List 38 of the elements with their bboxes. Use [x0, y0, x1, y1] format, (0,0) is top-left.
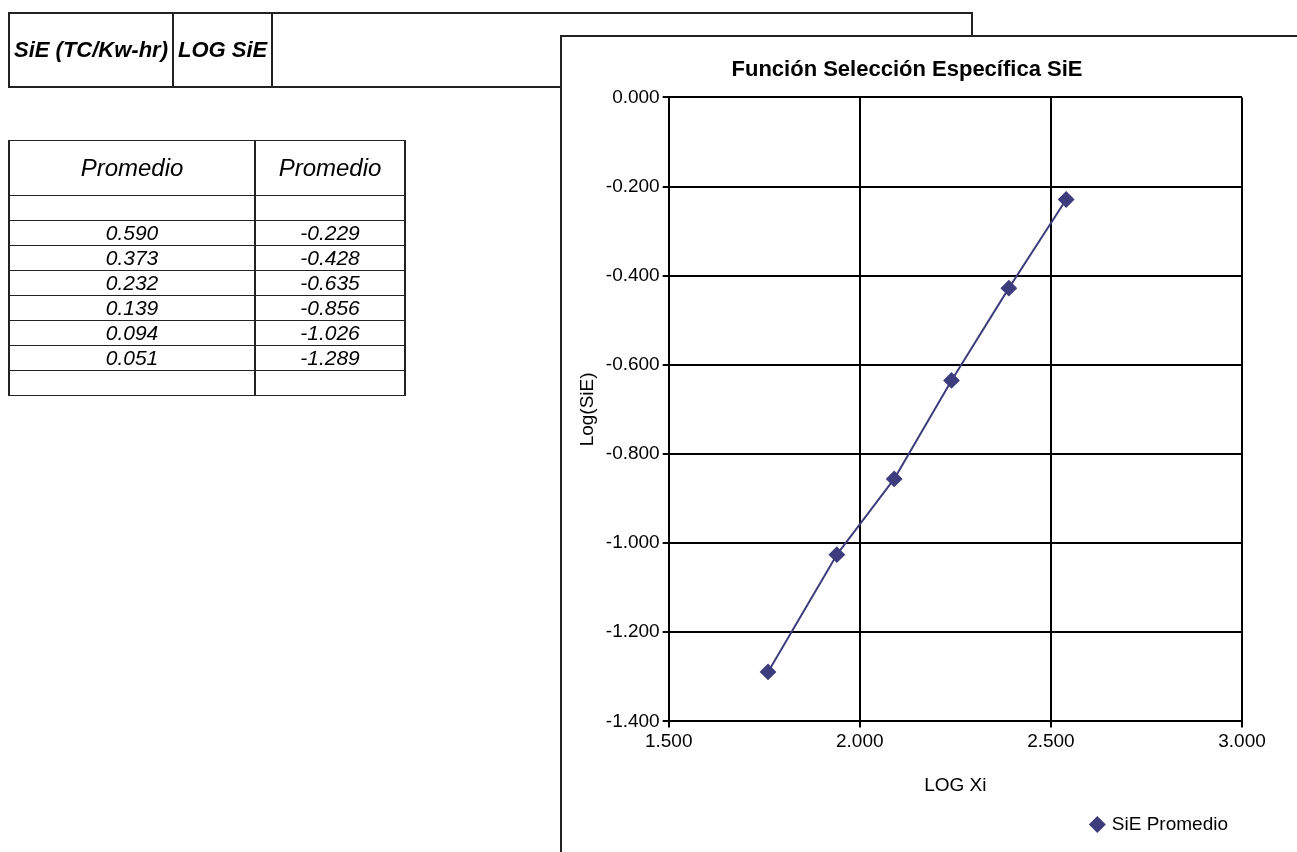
point: [1058, 191, 1075, 208]
y-tick-label: -0.200: [605, 174, 660, 196]
x-tick-label: 1.500: [644, 730, 693, 752]
x-axis-title: LOG Xi: [924, 773, 987, 795]
text: -0.635: [255, 270, 405, 296]
y-tick-label: -1.400: [605, 709, 660, 731]
legend-label: SiE Promedio: [1111, 812, 1229, 834]
text: -0.229: [255, 220, 405, 246]
chart-title: Función Selección Específica SiE: [731, 56, 1083, 82]
text: 0.139: [9, 295, 255, 321]
y-tick-label: 0.000: [612, 85, 660, 107]
text: Promedio: [9, 140, 255, 196]
y-axis-title: Log(SiE): [575, 372, 597, 447]
text: 0.051: [9, 345, 255, 371]
text: -0.428: [255, 245, 405, 271]
text: 0.590: [9, 220, 255, 246]
text: -1.026: [255, 320, 405, 346]
x-tick-label: 2.000: [836, 730, 884, 752]
text: Promedio: [255, 140, 405, 196]
text: LOG SiE: [173, 13, 273, 87]
y-tick-label: -0.800: [605, 442, 660, 464]
point: [943, 372, 960, 389]
text: 0.232: [9, 270, 255, 296]
point: [828, 546, 845, 563]
text: -1.289: [255, 345, 405, 371]
point: [1000, 280, 1017, 297]
y-tick-label: -1.000: [605, 531, 660, 553]
text: 0.373: [9, 245, 255, 271]
x-tick-label: 2.500: [1027, 730, 1075, 752]
y-tick-label: -0.400: [605, 263, 660, 285]
text: 0.094: [9, 320, 255, 346]
y-tick-label: -1.200: [605, 620, 660, 642]
x-tick-label: 3.000: [1218, 730, 1266, 752]
point: [886, 470, 903, 487]
point: [760, 663, 777, 680]
text: SiE (TC/Kw-hr): [9, 13, 173, 87]
y-tick-label: -0.600: [605, 353, 660, 375]
text: -0.856: [255, 295, 405, 321]
